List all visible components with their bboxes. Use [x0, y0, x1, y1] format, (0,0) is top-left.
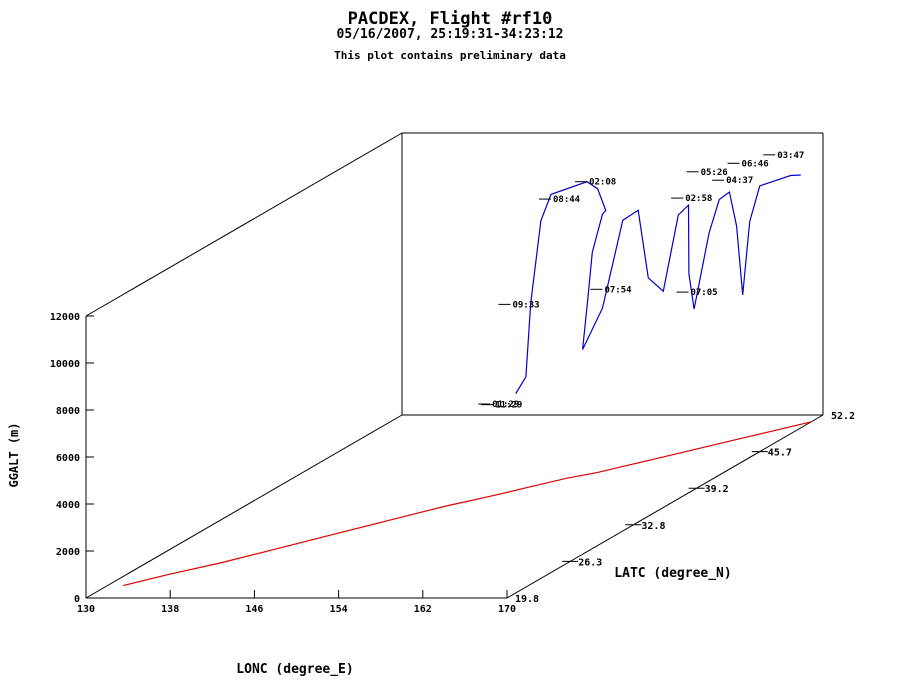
flight-track-line — [515, 174, 801, 395]
z-tick-label: 6000 — [56, 453, 80, 464]
x-tick-label: 130 — [77, 604, 95, 615]
y-tick-label: 39.2 — [705, 484, 729, 495]
time-label: 02:08 — [589, 178, 616, 188]
z-tick-label: 2000 — [56, 547, 80, 558]
x-axis-label: LONC (degree_E) — [236, 662, 353, 677]
y-tick-label: 19.8 — [515, 594, 539, 605]
chart-title: PACDEX, Flight #rf10 — [347, 9, 553, 29]
ground-projection-line — [123, 421, 812, 587]
z-tick-label: 4000 — [56, 500, 80, 511]
time-label: 01:29 — [492, 400, 519, 410]
y-tick-label: 32.8 — [641, 521, 665, 532]
y-axis-label: LATC (degree_N) — [614, 566, 731, 581]
x-tick-label: 146 — [245, 604, 263, 615]
z-tick-label: 8000 — [56, 406, 80, 417]
flight-track-layer — [515, 174, 801, 395]
plot-box — [85, 132, 824, 599]
z-tick-label: 12000 — [50, 312, 80, 323]
z-tick-label: 0 — [74, 594, 80, 605]
time-label: 09:33 — [512, 300, 539, 310]
left-top-edge — [85, 132, 403, 317]
time-label: 07:54 — [604, 285, 632, 295]
time-label: 05:26 — [701, 168, 728, 178]
time-label-layer: 02:08 08:44 05:26 06:46 03:47 04:37 02:58 09:33… — [478, 151, 804, 411]
time-label: 06:46 — [742, 159, 769, 169]
x-tick-label: 170 — [498, 604, 516, 615]
tick-layer: 0 2000 4000 6000 8000 10000 12000 130 138 146 154 1… — [50, 312, 855, 615]
x-tick-label: 154 — [330, 604, 348, 615]
time-label: 08:44 — [553, 195, 581, 205]
ground-track-layer — [123, 421, 812, 587]
y-tick-label: 45.7 — [768, 448, 792, 459]
chart-subtitle: 05/16/2007, 25:19:31-34:23:12 — [336, 27, 564, 42]
right-bottom-edge — [506, 414, 824, 599]
x-tick-label: 138 — [161, 604, 179, 615]
time-label: 02:58 — [685, 194, 712, 204]
time-label: 04:37 — [726, 176, 753, 186]
z-axis-label: GGALT (m) — [7, 422, 21, 487]
x-tick-label: 162 — [414, 604, 432, 615]
left-bottom-edge — [85, 414, 403, 599]
y-tick-label: 26.3 — [578, 557, 602, 568]
y-tick-label: 52.2 — [831, 411, 855, 422]
time-label: 11:29 — [495, 401, 522, 411]
z-tick-label: 10000 — [50, 359, 80, 370]
time-label: 03:47 — [777, 151, 804, 161]
chart-note: This plot contains preliminary data — [334, 49, 566, 62]
time-label: 07:05 — [690, 288, 717, 298]
